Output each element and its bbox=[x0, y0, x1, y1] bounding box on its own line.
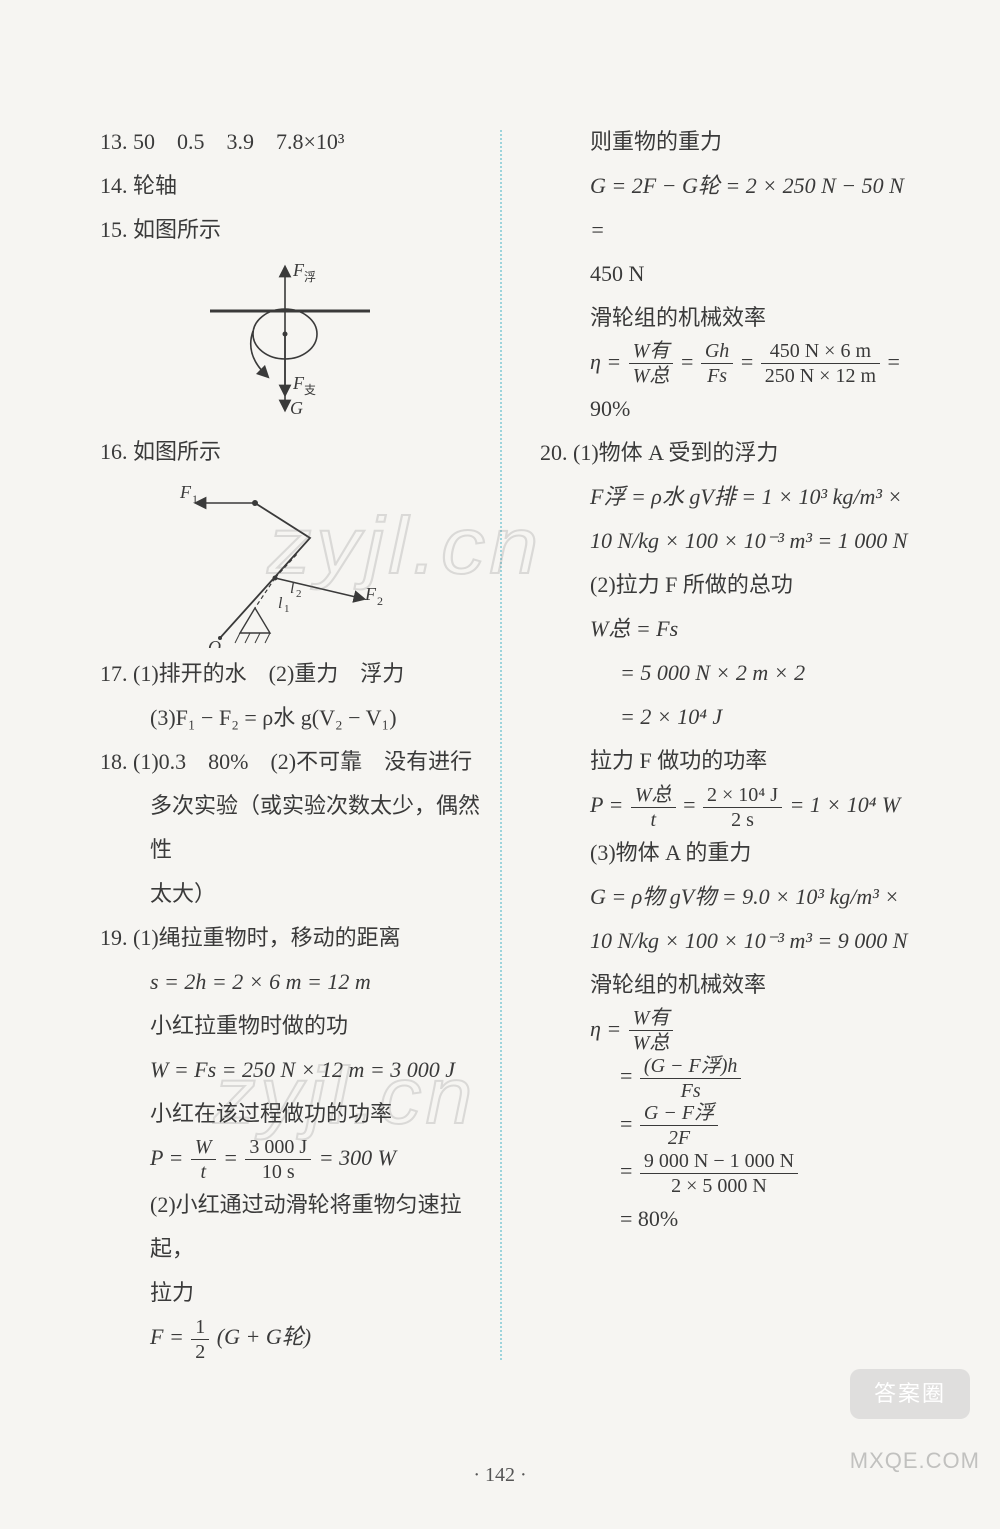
r10: W总 = Fs bbox=[540, 607, 920, 651]
r3: 450 N bbox=[540, 252, 920, 296]
r21: = G − F浮2F bbox=[540, 1102, 920, 1149]
svg-text:1: 1 bbox=[284, 603, 290, 615]
column-divider bbox=[500, 130, 502, 1360]
figure-15: F 浮 F 支 G bbox=[190, 256, 390, 426]
answer-badge: 答案圈 bbox=[850, 1369, 970, 1419]
item-18c: 太大） bbox=[100, 872, 480, 916]
columns: 13. 50 0.5 3.9 7.8×10³ 14. 轮轴 15. 如图所示 F… bbox=[100, 120, 920, 1400]
r2: G = 2F − G轮 = 2 × 250 N − 50 N = bbox=[540, 164, 920, 252]
r17: 10 N/kg × 100 × 10⁻³ m³ = 9 000 N bbox=[540, 919, 920, 963]
item-17b: (3)F₁ − F₂ = ρ水 g(V₂ − V₁) bbox=[100, 696, 480, 740]
r23: = 80% bbox=[540, 1197, 920, 1241]
item-13: 13. 50 0.5 3.9 7.8×10³ bbox=[100, 120, 480, 164]
r13: 拉力 F 做功的功率 bbox=[540, 739, 920, 783]
item-15: 15. 如图所示 bbox=[100, 208, 480, 252]
svg-text:F: F bbox=[179, 482, 192, 502]
item-14: 14. 轮轴 bbox=[100, 164, 480, 208]
svg-text:F: F bbox=[364, 584, 377, 604]
svg-text:1: 1 bbox=[192, 492, 198, 506]
item-16: 16. 如图所示 bbox=[100, 430, 480, 474]
r4: 滑轮组的机械效率 bbox=[540, 296, 920, 340]
r7: F浮 = ρ水 gV排 = 1 × 10³ kg/m³ × bbox=[540, 475, 920, 519]
item-19f: P = W t = 3 000 J 10 s = 300 W bbox=[100, 1136, 480, 1183]
r9: (2)拉力 F 所做的总功 bbox=[540, 563, 920, 607]
r14: P = W总t = 2 × 10⁴ J2 s = 1 × 10⁴ W bbox=[540, 783, 920, 830]
item-17a: 17. (1)排开的水 (2)重力 浮力 bbox=[100, 652, 480, 696]
site-watermark: MXQE.COM bbox=[850, 1448, 980, 1474]
r22: = 9 000 N − 1 000 N2 × 5 000 N bbox=[540, 1149, 920, 1196]
page: zyjl.cn zyjl.cn 13. 50 0.5 3.9 7.8×10³ 1… bbox=[0, 0, 1000, 1529]
frac-3000J: 3 000 J 10 s bbox=[243, 1136, 313, 1183]
item-19a: 19. (1)绳拉重物时，移动的距离 bbox=[100, 916, 480, 960]
svg-text:支: 支 bbox=[304, 383, 316, 397]
r11: = 5 000 N × 2 m × 2 bbox=[540, 651, 920, 695]
r6: 20. (1)物体 A 受到的浮力 bbox=[540, 431, 920, 475]
r1: 则重物的重力 bbox=[540, 120, 920, 164]
frac-Wt: W t bbox=[189, 1136, 218, 1183]
item-19i: F = 1 2 (G + G轮) bbox=[100, 1315, 480, 1362]
svg-text:G: G bbox=[290, 398, 303, 418]
item-19h: 拉力 bbox=[100, 1271, 480, 1315]
r12: = 2 × 10⁴ J bbox=[540, 695, 920, 739]
frac-half: 1 2 bbox=[189, 1316, 211, 1363]
svg-text:l: l bbox=[290, 580, 295, 597]
item-19g: (2)小红通过动滑轮将重物匀速拉起， bbox=[100, 1183, 480, 1271]
r19: η = W有W总 bbox=[540, 1007, 920, 1054]
svg-text:浮: 浮 bbox=[304, 270, 316, 284]
right-column: 则重物的重力 G = 2F − G轮 = 2 × 250 N − 50 N = … bbox=[510, 120, 920, 1400]
item-18b: 多次实验（或实验次数太少，偶然性 bbox=[100, 784, 480, 872]
r16: G = ρ物 gV物 = 9.0 × 10³ kg/m³ × bbox=[540, 875, 920, 919]
left-column: 13. 50 0.5 3.9 7.8×10³ 14. 轮轴 15. 如图所示 F… bbox=[100, 120, 510, 1400]
item-19d: W = Fs = 250 N × 12 m = 3 000 J bbox=[100, 1048, 480, 1092]
r20: = (G − F浮)hFs bbox=[540, 1054, 920, 1101]
svg-text:l: l bbox=[278, 595, 283, 612]
item-18a: 18. (1)0.3 80% (2)不可靠 没有进行 bbox=[100, 740, 480, 784]
item-19e: 小红在该过程做功的功率 bbox=[100, 1092, 480, 1136]
svg-text:2: 2 bbox=[296, 588, 302, 600]
svg-text:O: O bbox=[208, 637, 221, 648]
svg-text:2: 2 bbox=[377, 594, 383, 608]
figure-16: O F 1 F 2 l 1 l 2 bbox=[160, 478, 420, 648]
r8: 10 N/kg × 100 × 10⁻³ m³ = 1 000 N bbox=[540, 519, 920, 563]
r15: (3)物体 A 的重力 bbox=[540, 831, 920, 875]
item-19c: 小红拉重物时做的功 bbox=[100, 1004, 480, 1048]
r18: 滑轮组的机械效率 bbox=[540, 963, 920, 1007]
item-19b: s = 2h = 2 × 6 m = 12 m bbox=[100, 960, 480, 1004]
r5: η = W有W总 = GhFs = 450 N × 6 m250 N × 12 … bbox=[540, 340, 920, 431]
